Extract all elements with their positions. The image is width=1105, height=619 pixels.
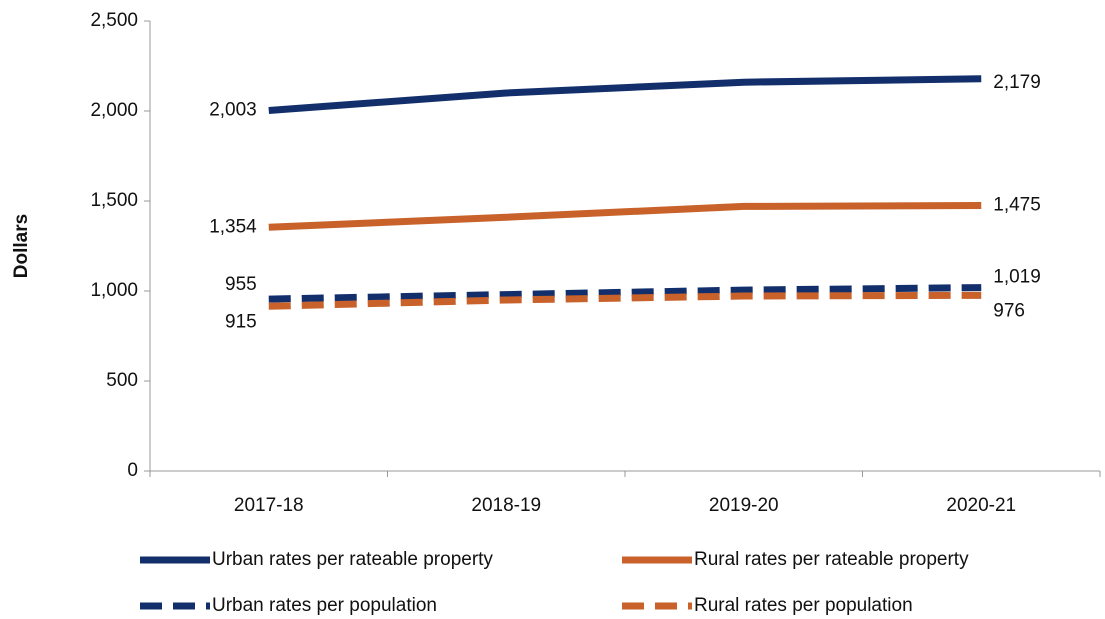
y-tick-label: 2,500 bbox=[90, 10, 138, 31]
data-label: 1,354 bbox=[209, 216, 257, 237]
data-label: 2,179 bbox=[993, 72, 1041, 93]
y-tick-label: 1,000 bbox=[90, 280, 138, 301]
series-line bbox=[268, 291, 982, 310]
data-label: 1,475 bbox=[993, 195, 1041, 216]
data-label: 1,019 bbox=[993, 267, 1041, 288]
x-tick-label: 2019-20 bbox=[709, 495, 779, 516]
y-tick-label: 0 bbox=[127, 460, 138, 481]
x-tick-label: 2017-18 bbox=[234, 495, 304, 516]
data-label: 955 bbox=[225, 274, 257, 295]
x-tick-label: 2018-19 bbox=[471, 495, 541, 516]
x-tick-label: 2020-21 bbox=[946, 495, 1016, 516]
series-line bbox=[268, 75, 982, 114]
legend-label: Urban rates per rateable property bbox=[212, 549, 493, 570]
y-axis-label: Dollars bbox=[11, 214, 32, 278]
data-label: 915 bbox=[225, 311, 257, 332]
y-tick-label: 1,500 bbox=[90, 190, 138, 211]
data-label: 2,003 bbox=[209, 99, 257, 120]
y-tick-label: 500 bbox=[106, 370, 138, 391]
legend-label: Urban rates per population bbox=[212, 595, 437, 616]
legend-label: Rural rates per population bbox=[694, 595, 913, 616]
data-label: 976 bbox=[993, 300, 1025, 321]
legend-label: Rural rates per rateable property bbox=[694, 549, 969, 570]
series-line bbox=[268, 284, 982, 303]
y-tick-label: 2,000 bbox=[90, 100, 138, 121]
series-line bbox=[268, 202, 982, 231]
